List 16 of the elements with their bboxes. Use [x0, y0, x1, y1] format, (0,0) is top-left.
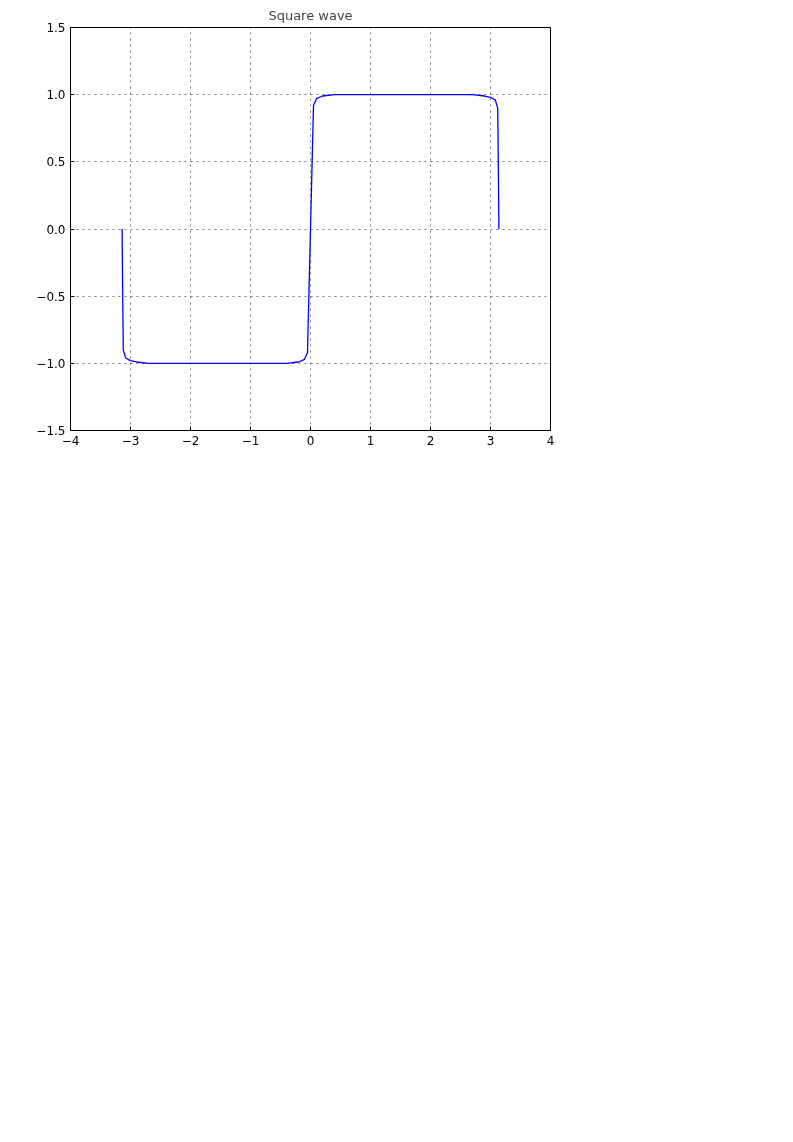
y-tick-label: 1.0 [46, 88, 66, 103]
line-series [121, 94, 500, 364]
y-tick-label: 0.0 [46, 222, 66, 237]
x-tick-label: −2 [181, 433, 200, 448]
x-tick-label: −1 [241, 433, 260, 448]
x-tick-label: 3 [486, 433, 495, 448]
x-tick-label: 4 [546, 433, 555, 448]
y-tick-label: −0.5 [36, 289, 66, 304]
y-tick-label: 1.5 [46, 21, 66, 35]
y-tick-label: 0.5 [46, 155, 66, 170]
y-tick-label: −1.0 [36, 356, 66, 371]
x-tick-label: 0 [306, 433, 315, 448]
x-tick-label: −3 [121, 433, 140, 448]
x-tick-label: 1 [366, 433, 375, 448]
x-tick-label: 2 [426, 433, 435, 448]
chart-title: Square wave [268, 7, 353, 23]
